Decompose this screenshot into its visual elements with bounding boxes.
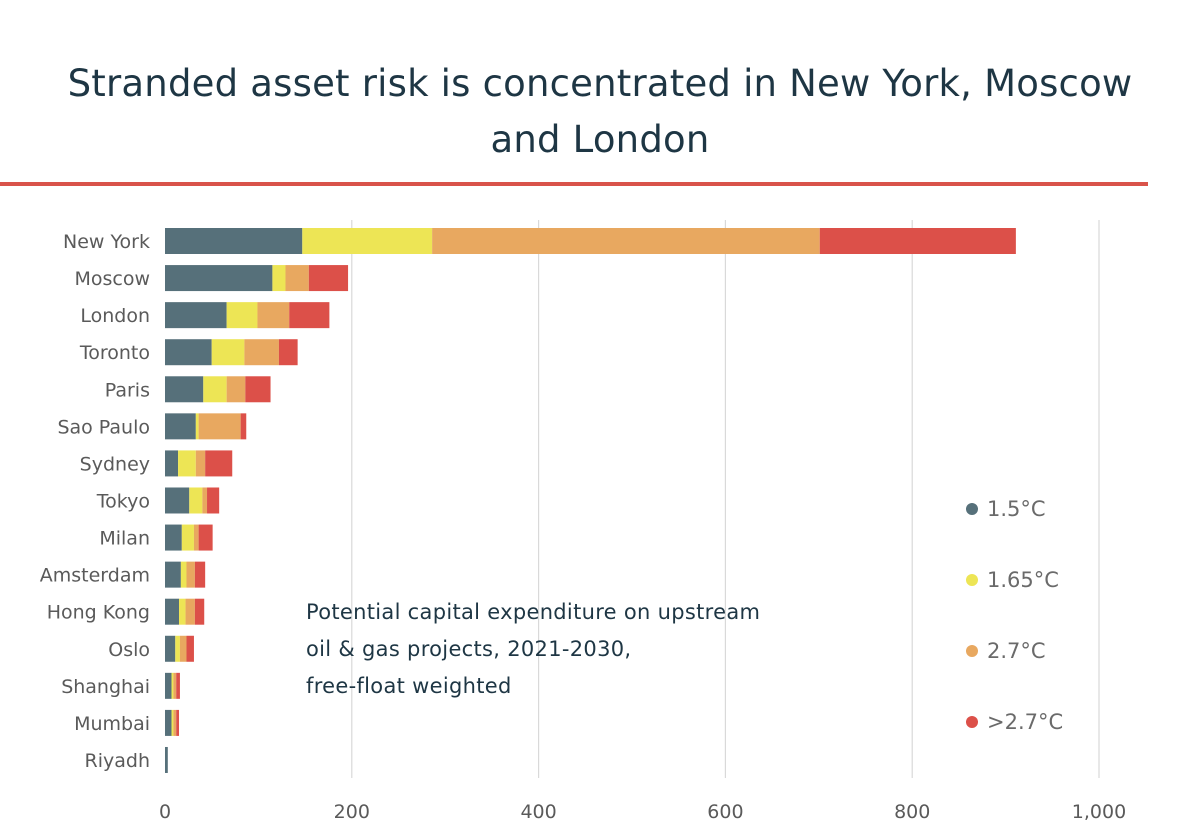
category-label: Riyadh xyxy=(85,750,150,772)
bar-segment xyxy=(289,302,330,329)
bar-segment xyxy=(181,524,194,551)
x-tick-labels: 0 200 400 600 800 1,000 xyxy=(159,801,1126,823)
bar-segment xyxy=(240,413,247,440)
bar-segment xyxy=(165,302,227,329)
bar-segment xyxy=(244,339,279,366)
bar-segment xyxy=(171,709,174,736)
bar-segment xyxy=(226,302,258,329)
bar-segment xyxy=(176,672,180,699)
category-label: Paris xyxy=(105,379,150,401)
x-tick-label: 600 xyxy=(707,801,743,823)
bar-segment xyxy=(165,524,182,551)
category-label: New York xyxy=(63,231,150,253)
bar-segment xyxy=(180,561,187,588)
gridlines xyxy=(351,220,1100,778)
bar-segment xyxy=(173,672,177,699)
category-label: Toronto xyxy=(79,342,150,364)
bar-segment xyxy=(165,635,176,662)
annotation-line-3: free-float weighted xyxy=(306,674,512,698)
bar-segment xyxy=(272,265,286,292)
bar-segment xyxy=(165,487,190,514)
bar-segment xyxy=(173,709,177,736)
bar-segment xyxy=(165,746,168,773)
bar-segment xyxy=(198,413,241,440)
bars xyxy=(165,228,1016,773)
bar-segment xyxy=(179,598,186,625)
bar-segment xyxy=(202,487,208,514)
legend-label: 1.5°C xyxy=(987,497,1046,521)
bar-segment xyxy=(207,487,220,514)
bar-segment xyxy=(195,450,206,477)
x-tick-label: 0 xyxy=(159,801,171,823)
legend-label: 2.7°C xyxy=(987,639,1046,663)
legend-label: >2.7°C xyxy=(987,710,1063,734)
bar-segment xyxy=(285,265,309,292)
x-tick-label: 1,000 xyxy=(1072,801,1126,823)
bar-segment xyxy=(189,487,203,514)
bar-segment xyxy=(165,339,212,366)
bar-segment xyxy=(176,709,180,736)
chart-title: Stranded asset risk is concentrated in N… xyxy=(67,62,1133,161)
annotation-line-2: oil & gas projects, 2021-2030, xyxy=(306,637,632,661)
bar-segment xyxy=(432,228,820,254)
bar-segment xyxy=(193,524,199,551)
category-label: Mumbai xyxy=(74,713,150,735)
bar-segment xyxy=(165,376,204,403)
category-labels: New York Moscow London Toronto Paris Sao Paul… xyxy=(40,231,150,772)
bar-segment xyxy=(165,598,180,625)
bar-segment xyxy=(178,450,196,477)
bar-segment xyxy=(165,450,179,477)
legend-marker xyxy=(966,574,978,586)
bar-segment xyxy=(194,598,205,625)
legend: 1.5°C 1.65°C 2.7°C >2.7°C xyxy=(966,497,1063,734)
title-underline xyxy=(0,182,1148,186)
bar-segment xyxy=(278,339,298,366)
category-label: Milan xyxy=(99,528,150,550)
bar-segment xyxy=(165,561,181,588)
category-label: London xyxy=(80,305,150,327)
bar-segment xyxy=(205,450,233,477)
x-tick-label: 400 xyxy=(520,801,556,823)
x-tick-label: 800 xyxy=(894,801,930,823)
bar-segment xyxy=(165,413,196,440)
category-label: Moscow xyxy=(74,268,150,290)
bar-segment xyxy=(165,265,273,292)
bar-segment xyxy=(302,228,433,254)
category-label: Sydney xyxy=(80,453,150,475)
legend-marker xyxy=(966,645,978,657)
bar-segment xyxy=(186,561,195,588)
bar-segment xyxy=(308,265,349,292)
bar-segment xyxy=(175,635,180,662)
bar-segment xyxy=(195,413,199,440)
bar-segment xyxy=(165,709,172,736)
bar-segment xyxy=(165,228,303,254)
annotation-line-1: Potential capital expenditure on upstrea… xyxy=(306,600,761,624)
legend-label: 1.65°C xyxy=(987,568,1059,592)
bar-segment xyxy=(245,376,271,403)
bar-segment xyxy=(257,302,290,329)
bar-segment xyxy=(226,376,246,403)
bar-segment xyxy=(179,635,187,662)
category-label: Sao Paulo xyxy=(57,416,150,438)
bar-segment xyxy=(203,376,227,403)
category-label: Hong Kong xyxy=(47,602,150,624)
legend-marker xyxy=(966,716,978,728)
category-label: Oslo xyxy=(108,639,150,661)
chart-annotation: Potential capital expenditure on upstrea… xyxy=(306,594,866,705)
category-label: Shanghai xyxy=(61,676,150,698)
category-label: Tokyo xyxy=(96,490,150,512)
bar-segment xyxy=(186,635,194,662)
legend-marker xyxy=(966,503,978,515)
x-tick-label: 200 xyxy=(334,801,370,823)
bar-segment xyxy=(211,339,245,366)
category-label: Amsterdam xyxy=(40,565,150,587)
bar-segment xyxy=(819,228,1016,254)
bar-segment xyxy=(185,598,195,625)
bar-segment xyxy=(171,672,174,699)
bar-segment xyxy=(194,561,206,588)
bar-segment xyxy=(165,672,172,699)
bar-segment xyxy=(198,524,213,551)
